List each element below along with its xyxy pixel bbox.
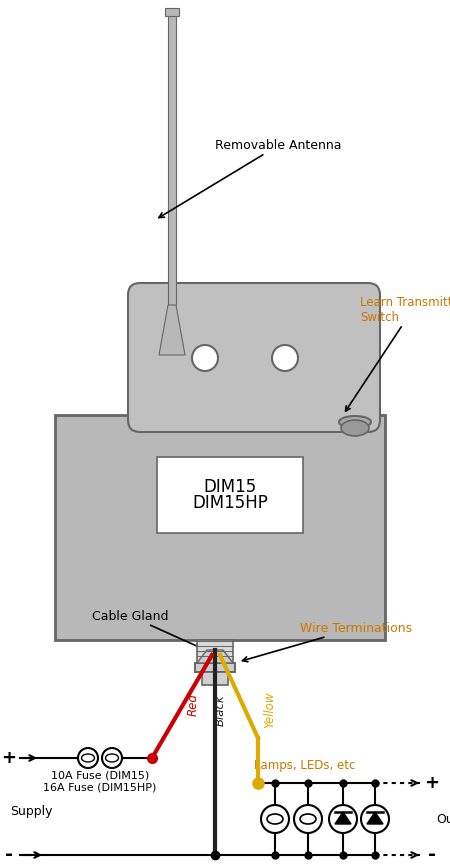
Text: Cable Gland: Cable Gland [92, 610, 206, 650]
Text: Output: Output [436, 813, 450, 826]
Circle shape [261, 805, 289, 833]
Text: +: + [424, 774, 440, 792]
FancyBboxPatch shape [165, 8, 179, 16]
Polygon shape [197, 650, 233, 663]
Text: -: - [5, 845, 13, 864]
FancyBboxPatch shape [128, 283, 380, 432]
Circle shape [294, 805, 322, 833]
Text: Learn Transmitter
Switch: Learn Transmitter Switch [346, 296, 450, 411]
Polygon shape [367, 812, 383, 824]
Text: Red: Red [186, 694, 199, 716]
Text: DIM15: DIM15 [203, 478, 256, 496]
Circle shape [102, 748, 122, 768]
Circle shape [329, 805, 357, 833]
Ellipse shape [341, 420, 369, 436]
Text: -: - [428, 845, 436, 864]
Circle shape [192, 345, 218, 371]
Circle shape [78, 748, 98, 768]
FancyBboxPatch shape [168, 16, 176, 305]
Text: 10A Fuse (DIM15): 10A Fuse (DIM15) [51, 770, 149, 780]
Text: 16A Fuse (DIM15HP): 16A Fuse (DIM15HP) [43, 783, 157, 793]
Text: +: + [1, 749, 17, 767]
Polygon shape [159, 305, 185, 355]
Text: Supply: Supply [10, 805, 53, 818]
Text: Wire Terminations: Wire Terminations [243, 622, 412, 662]
Text: Removable Antenna: Removable Antenna [159, 139, 342, 218]
FancyBboxPatch shape [55, 415, 385, 640]
Circle shape [272, 345, 298, 371]
Polygon shape [335, 812, 351, 824]
Ellipse shape [339, 416, 371, 428]
Text: DIM15HP: DIM15HP [192, 494, 268, 512]
Text: Yellow: Yellow [264, 692, 276, 728]
FancyBboxPatch shape [157, 457, 303, 533]
FancyBboxPatch shape [195, 663, 235, 672]
Text: Black: Black [213, 694, 226, 726]
FancyBboxPatch shape [197, 640, 233, 663]
Text: Lamps, LEDs, etc: Lamps, LEDs, etc [254, 759, 355, 772]
FancyBboxPatch shape [202, 672, 228, 685]
Circle shape [361, 805, 389, 833]
